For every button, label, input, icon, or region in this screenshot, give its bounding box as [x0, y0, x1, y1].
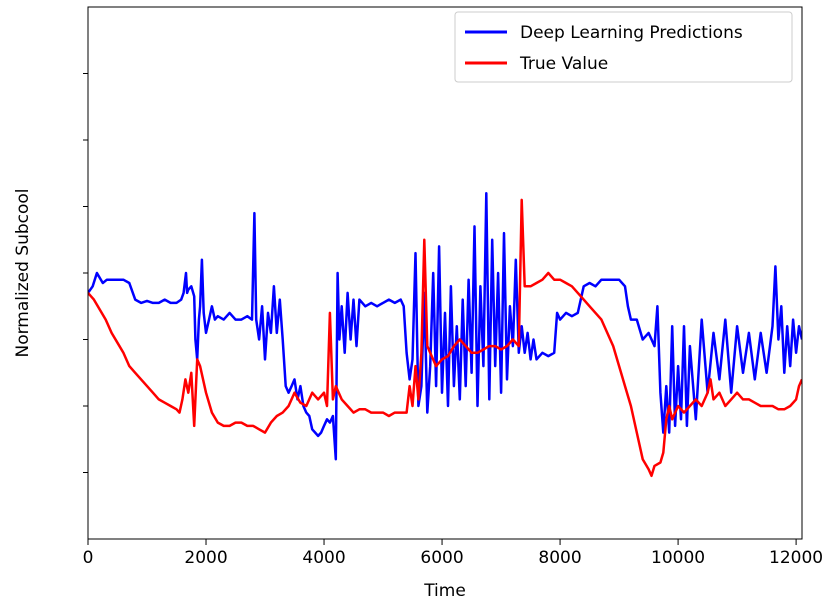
x-axis-label: Time [423, 581, 466, 601]
x-tick-label: 0 [83, 548, 94, 568]
legend-label-true-value: True Value [519, 54, 608, 74]
x-tick-label: 4000 [302, 548, 345, 568]
x-tick-label: 6000 [420, 548, 463, 568]
legend-box [454, 11, 793, 83]
legend: Deep Learning Predictions True Value [454, 11, 793, 83]
series-layer [88, 191, 802, 478]
series-line-1 [88, 198, 802, 478]
y-axis-label: Normalized Subcool [13, 188, 33, 357]
x-axis: 0 2000 4000 6000 8000 10000 12000 [83, 539, 823, 568]
x-tick-label: 8000 [538, 548, 581, 568]
plot-area [88, 7, 802, 539]
y-axis [83, 73, 88, 473]
x-tick-label: 2000 [184, 548, 227, 568]
legend-label-predictions: Deep Learning Predictions [520, 23, 743, 43]
x-tick-label: 12000 [769, 548, 823, 568]
x-tick-label: 10000 [651, 548, 705, 568]
